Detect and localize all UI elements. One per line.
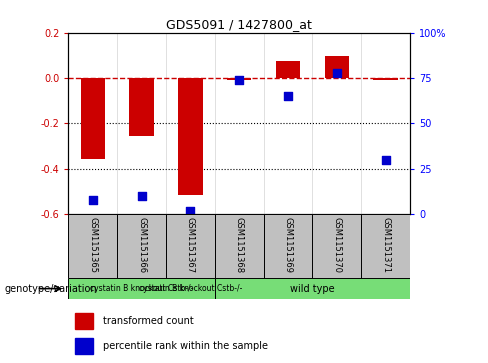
Text: genotype/variation: genotype/variation xyxy=(5,284,98,294)
Text: GSM1151368: GSM1151368 xyxy=(235,217,244,273)
Bar xyxy=(75,313,93,330)
Bar xyxy=(68,278,215,299)
Bar xyxy=(178,78,203,195)
Text: cystatin B knockout Cstb-/-: cystatin B knockout Cstb-/- xyxy=(90,284,193,293)
Text: GSM1151370: GSM1151370 xyxy=(332,217,341,273)
Text: GSM1151367: GSM1151367 xyxy=(186,217,195,273)
Bar xyxy=(117,214,166,278)
Text: GSM1151371: GSM1151371 xyxy=(381,217,390,273)
Bar xyxy=(129,78,154,136)
Bar xyxy=(325,57,349,78)
Bar xyxy=(276,61,300,78)
Text: GSM1151365: GSM1151365 xyxy=(88,217,97,273)
Bar xyxy=(215,214,264,278)
Bar xyxy=(264,214,312,278)
Text: transformed count: transformed count xyxy=(103,316,194,326)
Bar xyxy=(312,214,361,278)
Bar xyxy=(361,214,410,278)
Point xyxy=(89,197,97,203)
Bar xyxy=(68,214,117,278)
Title: GDS5091 / 1427800_at: GDS5091 / 1427800_at xyxy=(166,19,312,32)
Bar xyxy=(373,78,398,80)
Text: wild type: wild type xyxy=(290,284,335,294)
Text: GSM1151366: GSM1151366 xyxy=(137,217,146,273)
Point xyxy=(235,77,243,83)
Point xyxy=(333,70,341,76)
Point xyxy=(186,208,194,213)
Bar xyxy=(75,338,93,354)
Bar xyxy=(215,278,410,299)
Text: cystatin B knockout Cstb-/-: cystatin B knockout Cstb-/- xyxy=(139,284,242,293)
Bar xyxy=(166,214,215,278)
Point xyxy=(284,93,292,99)
Bar xyxy=(227,78,251,80)
Point xyxy=(382,157,389,163)
Text: GSM1151369: GSM1151369 xyxy=(284,217,292,273)
Point xyxy=(138,193,145,199)
Bar xyxy=(81,78,105,159)
Text: percentile rank within the sample: percentile rank within the sample xyxy=(103,341,268,351)
